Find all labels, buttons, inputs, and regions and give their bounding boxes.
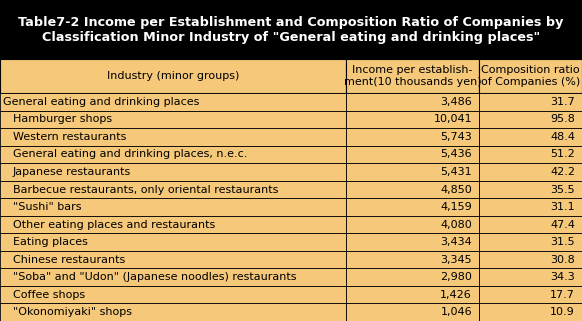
Text: "Okonomiyaki" shops: "Okonomiyaki" shops [13, 307, 132, 317]
Text: 95.8: 95.8 [550, 114, 575, 124]
Text: "Sushi" bars: "Sushi" bars [13, 202, 81, 212]
Text: Other eating places and restaurants: Other eating places and restaurants [13, 220, 215, 230]
Bar [479, 303, 582, 321]
Bar [0, 59, 346, 93]
Text: General eating and drinking places, n.e.c.: General eating and drinking places, n.e.… [13, 150, 247, 160]
Bar [479, 286, 582, 303]
Bar [346, 181, 479, 198]
Text: Industry (minor groups): Industry (minor groups) [107, 71, 239, 81]
Text: Income per establish-
ment(10 thousands yen): Income per establish- ment(10 thousands … [344, 65, 481, 87]
Bar [0, 0, 582, 59]
Bar [479, 111, 582, 128]
Text: 30.8: 30.8 [550, 255, 575, 265]
Text: Eating places: Eating places [13, 237, 88, 247]
Bar [479, 251, 582, 268]
Bar [346, 216, 479, 233]
Bar [346, 233, 479, 251]
Text: 5,431: 5,431 [441, 167, 472, 177]
Bar [0, 93, 346, 111]
Text: Barbecue restaurants, only oriental restaurants: Barbecue restaurants, only oriental rest… [13, 185, 278, 195]
Text: Japanese restaurants: Japanese restaurants [13, 167, 132, 177]
Text: General eating and drinking places: General eating and drinking places [3, 97, 200, 107]
Text: Hamburger shops: Hamburger shops [13, 114, 112, 124]
Bar [479, 163, 582, 181]
Bar [0, 111, 346, 128]
Text: 42.2: 42.2 [550, 167, 575, 177]
Text: 1,426: 1,426 [440, 290, 472, 300]
Bar [479, 93, 582, 111]
Text: 1,046: 1,046 [441, 307, 472, 317]
Bar [479, 128, 582, 146]
Bar [346, 163, 479, 181]
Bar [346, 93, 479, 111]
Text: Coffee shops: Coffee shops [13, 290, 85, 300]
Text: 35.5: 35.5 [551, 185, 575, 195]
Text: 47.4: 47.4 [550, 220, 575, 230]
Text: Western restaurants: Western restaurants [13, 132, 126, 142]
Bar [479, 268, 582, 286]
Bar [0, 216, 346, 233]
Text: 10.9: 10.9 [550, 307, 575, 317]
Bar [346, 303, 479, 321]
Text: Composition ratio
of Companies (%): Composition ratio of Companies (%) [481, 65, 580, 87]
Bar [346, 268, 479, 286]
Text: "Soba" and "Udon" (Japanese noodles) restaurants: "Soba" and "Udon" (Japanese noodles) res… [13, 272, 296, 282]
Text: 17.7: 17.7 [550, 290, 575, 300]
Bar [346, 251, 479, 268]
Text: 3,434: 3,434 [440, 237, 472, 247]
Bar [479, 181, 582, 198]
Bar [0, 303, 346, 321]
Bar [479, 233, 582, 251]
Bar [0, 163, 346, 181]
Bar [0, 181, 346, 198]
Bar [346, 286, 479, 303]
Bar [346, 111, 479, 128]
Bar [479, 146, 582, 163]
Text: 51.2: 51.2 [550, 150, 575, 160]
Text: 3,486: 3,486 [440, 97, 472, 107]
Bar [479, 59, 582, 93]
Text: 4,080: 4,080 [440, 220, 472, 230]
Text: 5,436: 5,436 [441, 150, 472, 160]
Bar [0, 233, 346, 251]
Bar [0, 128, 346, 146]
Text: 4,159: 4,159 [440, 202, 472, 212]
Bar [0, 268, 346, 286]
Bar [0, 198, 346, 216]
Text: 4,850: 4,850 [440, 185, 472, 195]
Bar [346, 146, 479, 163]
Text: 10,041: 10,041 [434, 114, 472, 124]
Bar [346, 59, 479, 93]
Bar [479, 198, 582, 216]
Text: 5,743: 5,743 [440, 132, 472, 142]
Text: 34.3: 34.3 [550, 272, 575, 282]
Text: 31.5: 31.5 [551, 237, 575, 247]
Text: 2,980: 2,980 [440, 272, 472, 282]
Text: 3,345: 3,345 [441, 255, 472, 265]
Text: 48.4: 48.4 [550, 132, 575, 142]
Text: Chinese restaurants: Chinese restaurants [13, 255, 125, 265]
Text: 31.1: 31.1 [551, 202, 575, 212]
Bar [0, 286, 346, 303]
Bar [0, 251, 346, 268]
Bar [479, 216, 582, 233]
Bar [346, 198, 479, 216]
Text: 31.7: 31.7 [550, 97, 575, 107]
Text: Table7-2 Income per Establishment and Composition Ratio of Companies by
Classifi: Table7-2 Income per Establishment and Co… [18, 16, 564, 44]
Bar [0, 146, 346, 163]
Bar [346, 128, 479, 146]
